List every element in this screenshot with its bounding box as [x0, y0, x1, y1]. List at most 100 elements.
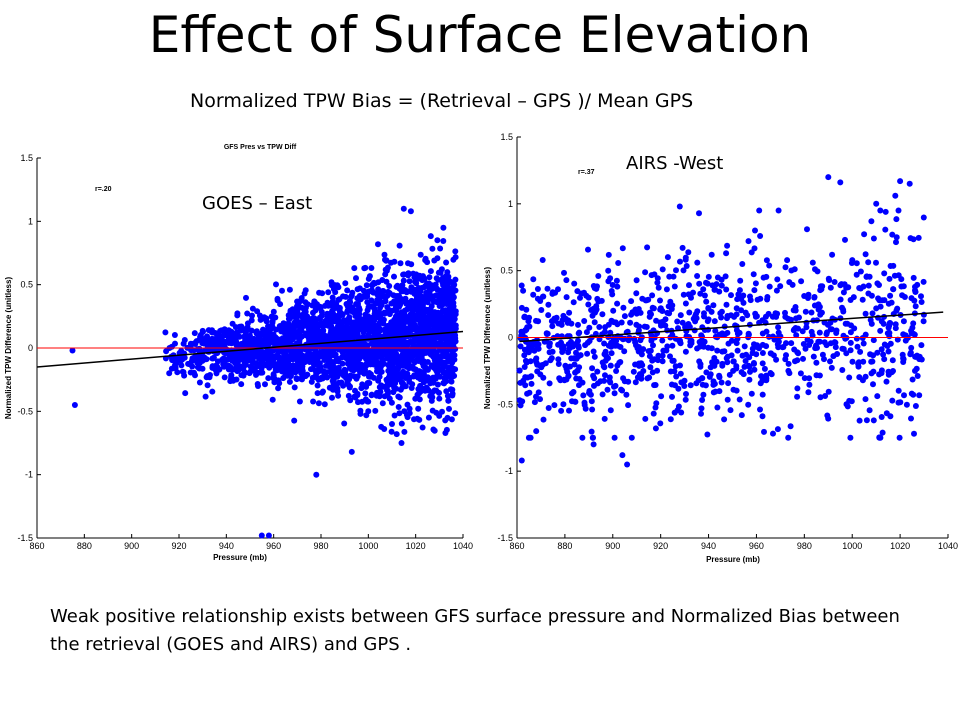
chart-airs-point: [517, 343, 524, 350]
chart-goes-point: [422, 335, 428, 342]
chart-goes-point: [389, 352, 396, 359]
chart-airs-point: [751, 287, 758, 294]
chart-goes-point: [433, 320, 440, 327]
chart-goes-point: [374, 359, 381, 366]
chart-goes-point: [248, 317, 255, 324]
chart-goes-point: [365, 398, 372, 405]
chart-airs-point: [724, 359, 731, 366]
chart-airs-point: [900, 318, 907, 325]
chart-airs-outlier-point: [696, 210, 702, 217]
chart-goes-point: [326, 311, 333, 317]
chart-airs-point: [784, 257, 791, 264]
chart-airs-point: [716, 372, 723, 379]
chart-airs-point: [752, 227, 758, 234]
chart-airs-point: [882, 226, 889, 233]
chart-goes-point: [422, 255, 429, 262]
chart-goes-outlier-point: [265, 532, 272, 539]
chart-airs-point: [583, 329, 590, 336]
chart-airs-point: [560, 401, 567, 408]
chart-airs-point: [730, 386, 737, 393]
chart-goes-point: [271, 379, 278, 386]
chart-airs-point: [897, 399, 904, 406]
chart-airs-point: [847, 339, 854, 346]
chart-goes-point: [333, 355, 340, 362]
chart-goes-point: [348, 366, 355, 373]
chart-goes-point: [188, 347, 195, 354]
chart-goes-point: [307, 356, 314, 363]
chart-goes-point: [383, 376, 390, 383]
chart-airs-point: [733, 363, 740, 370]
chart-airs-point: [860, 340, 867, 347]
chart-goes-point: [257, 352, 264, 359]
chart-airs-point: [611, 390, 618, 397]
chart-airs-y-tick-label: 0: [508, 333, 513, 343]
chart-airs-point: [647, 364, 654, 371]
chart-goes-point: [395, 393, 402, 400]
chart-airs-point: [585, 301, 592, 308]
chart-airs-point: [854, 343, 861, 350]
chart-goes-point: [391, 258, 398, 265]
chart-goes-point: [333, 301, 339, 308]
chart-goes-point: [336, 304, 343, 311]
chart-airs-point: [750, 271, 757, 278]
chart-goes-point: [322, 355, 329, 361]
chart-airs-point: [657, 305, 664, 312]
chart-airs-outlier-point: [652, 425, 659, 432]
chart-airs-point: [605, 251, 612, 258]
chart-goes-point: [445, 273, 452, 280]
chart-airs-point: [759, 330, 766, 337]
chart-airs-point: [912, 367, 918, 374]
chart-airs-point: [745, 238, 752, 245]
chart-airs-point: [657, 420, 664, 427]
chart-goes-point: [311, 361, 317, 368]
chart-airs-point: [673, 267, 679, 274]
chart-goes-point: [420, 379, 427, 386]
chart-goes-point: [345, 331, 352, 338]
chart-airs-point: [918, 293, 924, 300]
chart-airs-point: [577, 294, 583, 301]
chart-airs-point: [763, 343, 770, 350]
chart-airs-point: [579, 434, 586, 441]
chart-airs-point: [793, 315, 800, 322]
chart-airs-point: [724, 353, 731, 360]
chart-airs-point: [787, 423, 794, 430]
chart-airs-r-annotation: r=.37: [578, 169, 595, 176]
chart-goes-y-tick-label: 0: [28, 343, 33, 353]
chart-goes-point: [447, 321, 454, 328]
chart-goes-point: [403, 288, 410, 295]
chart-goes-point: [228, 372, 235, 379]
chart-airs-point: [893, 234, 900, 241]
chart-goes-point: [415, 275, 422, 282]
chart-goes-point: [410, 319, 417, 326]
chart-airs-point: [847, 347, 854, 354]
chart-airs-point: [783, 340, 789, 347]
chart-airs-point: [827, 284, 834, 291]
chart-goes-point: [394, 365, 401, 372]
chart-airs-point: [608, 350, 615, 357]
chart-goes-point: [162, 329, 169, 336]
chart-goes-point: [360, 364, 367, 371]
chart-airs-point: [589, 406, 596, 413]
chart-goes-point: [316, 360, 323, 367]
chart-airs-point: [708, 251, 715, 258]
chart-goes-outlier-point: [393, 431, 400, 438]
chart-goes-point: [354, 356, 361, 363]
chart-airs-x-tick-label: 900: [605, 541, 620, 551]
chart-airs-point: [565, 317, 572, 324]
chart-goes-y-tick-label: 0.5: [20, 280, 33, 290]
chart-goes-point: [206, 374, 213, 381]
chart-airs-point: [733, 327, 740, 334]
chart-goes-point: [285, 338, 292, 345]
chart-airs-point: [619, 245, 626, 252]
chart-airs-point: [516, 367, 523, 374]
chart-airs-point: [831, 279, 838, 285]
chart-goes-point: [431, 357, 438, 364]
chart-airs-point: [595, 273, 602, 279]
chart-goes-xlabel: Pressure (mb): [213, 553, 267, 562]
chart-goes-point: [335, 284, 342, 291]
chart-airs-point: [573, 340, 580, 347]
chart-goes-point: [287, 323, 294, 330]
chart-goes-point: [332, 289, 339, 296]
chart-goes-point: [399, 325, 406, 332]
chart-goes-point: [214, 365, 221, 372]
